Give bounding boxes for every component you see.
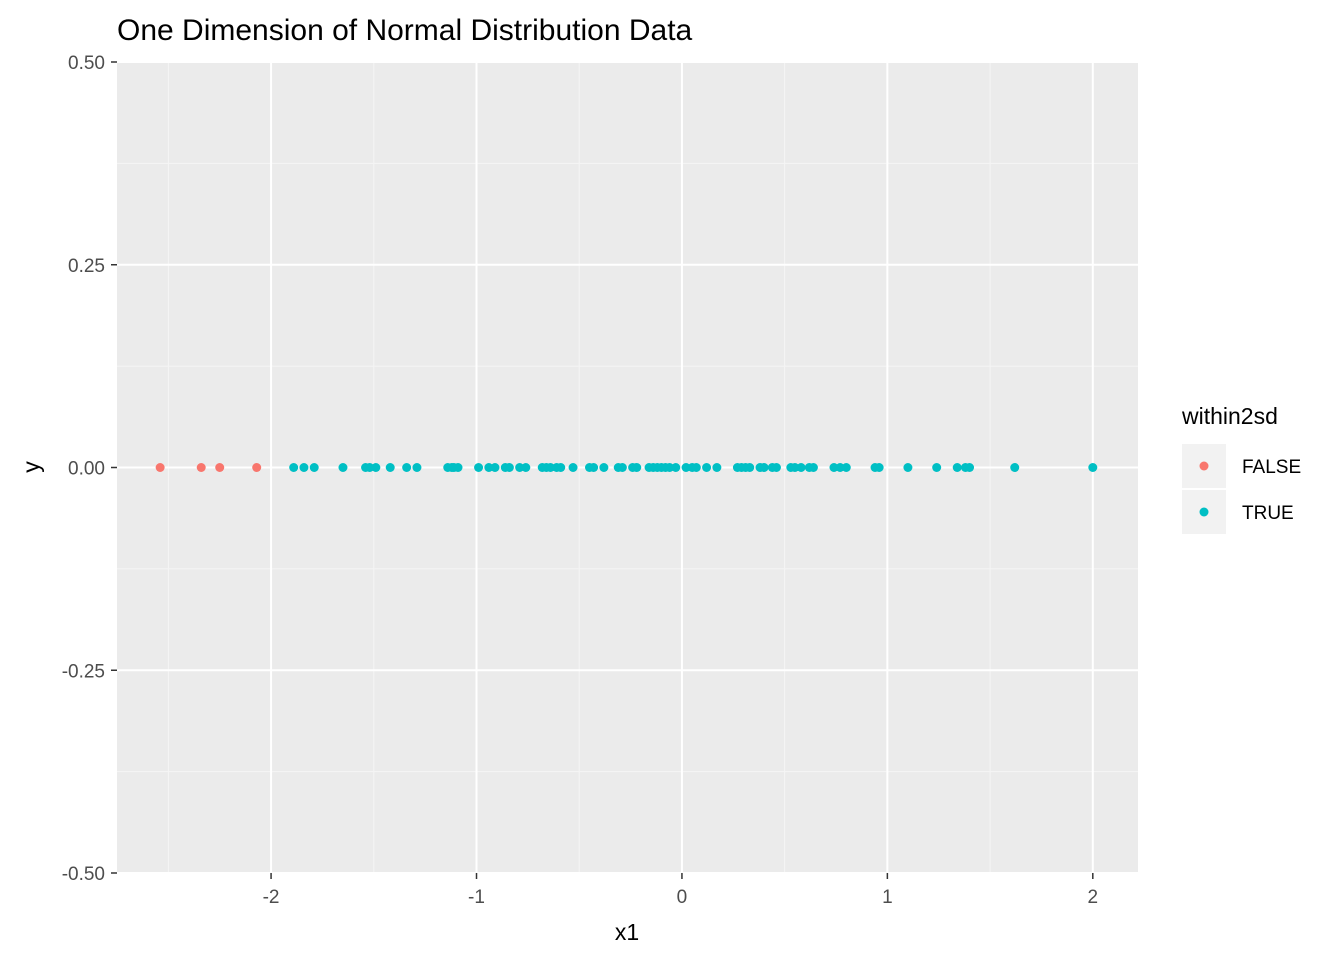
data-point-true bbox=[599, 463, 609, 472]
data-point-true bbox=[702, 463, 712, 472]
data-point-true bbox=[671, 463, 681, 472]
data-point-true bbox=[474, 463, 484, 472]
x-tick-label: -2 bbox=[263, 887, 280, 908]
legend-label-true: TRUE bbox=[1242, 503, 1294, 524]
data-point-true bbox=[589, 463, 599, 472]
data-point-false bbox=[215, 463, 225, 472]
data-point-true bbox=[504, 463, 514, 472]
legend-label-false: FALSE bbox=[1242, 457, 1301, 478]
data-points bbox=[155, 463, 1098, 472]
data-point-true bbox=[299, 463, 309, 472]
legend-swatch-true bbox=[1199, 507, 1209, 517]
data-point-true bbox=[745, 463, 755, 472]
data-point-true bbox=[829, 463, 839, 472]
data-point-true bbox=[385, 463, 395, 472]
data-point-true bbox=[521, 463, 531, 472]
data-point-true bbox=[338, 463, 348, 472]
y-axis: -0.50 -0.25 0.00 0.25 0.50 bbox=[62, 53, 117, 885]
y-tick-label: 0.25 bbox=[68, 256, 105, 277]
data-point-true bbox=[484, 463, 494, 472]
data-point-true bbox=[796, 463, 806, 472]
data-point-true bbox=[841, 463, 851, 472]
data-point-true bbox=[965, 463, 975, 472]
data-point-true bbox=[556, 463, 566, 472]
legend-swatch-false bbox=[1199, 461, 1209, 471]
data-point-true bbox=[691, 463, 701, 472]
x-axis: -2 -1 0 1 2 bbox=[263, 873, 1098, 908]
data-point-true bbox=[932, 463, 942, 472]
data-point-true bbox=[289, 463, 299, 472]
data-point-true bbox=[617, 463, 627, 472]
data-point-true bbox=[771, 463, 781, 472]
x-tick-label: 1 bbox=[882, 887, 893, 908]
data-point-true bbox=[545, 463, 555, 472]
y-tick-label: 0.50 bbox=[68, 53, 105, 74]
y-tick-label: -0.25 bbox=[62, 661, 105, 682]
x-tick-label: -1 bbox=[468, 887, 485, 908]
data-point-true bbox=[402, 463, 412, 472]
y-tick-label: 0.00 bbox=[68, 459, 105, 480]
data-point-true bbox=[665, 463, 675, 472]
legend-title: within2sd bbox=[1181, 403, 1278, 429]
data-point-false bbox=[252, 463, 262, 472]
data-point-true bbox=[790, 463, 800, 472]
data-point-true bbox=[759, 463, 769, 472]
data-point-true bbox=[515, 463, 525, 472]
y-axis-title: y bbox=[18, 461, 44, 473]
data-point-false bbox=[196, 463, 206, 472]
legend: within2sd FALSE TRUE bbox=[1181, 403, 1301, 534]
data-point-true bbox=[681, 463, 691, 472]
x-axis-title: x1 bbox=[615, 919, 639, 945]
data-point-true bbox=[371, 463, 381, 472]
data-point-true bbox=[490, 463, 500, 472]
data-point-true bbox=[903, 463, 913, 472]
data-point-true bbox=[1010, 463, 1020, 472]
x-tick-label: 2 bbox=[1088, 887, 1099, 908]
x-tick-label: 0 bbox=[677, 887, 688, 908]
data-point-true bbox=[835, 463, 845, 472]
y-tick-label: -0.50 bbox=[62, 864, 105, 885]
data-point-false bbox=[155, 463, 165, 472]
data-point-true bbox=[453, 463, 463, 472]
data-point-true bbox=[309, 463, 319, 472]
minor-gridlines bbox=[117, 62, 1138, 873]
data-point-true bbox=[712, 463, 722, 472]
data-point-true bbox=[1088, 463, 1098, 472]
data-point-true bbox=[568, 463, 578, 472]
data-point-true bbox=[632, 463, 642, 472]
data-point-true bbox=[808, 463, 818, 472]
data-point-true bbox=[365, 463, 375, 472]
data-point-true bbox=[952, 463, 962, 472]
data-point-true bbox=[412, 463, 422, 472]
data-point-true bbox=[874, 463, 884, 472]
chart-title: One Dimension of Normal Distribution Dat… bbox=[117, 14, 693, 47]
